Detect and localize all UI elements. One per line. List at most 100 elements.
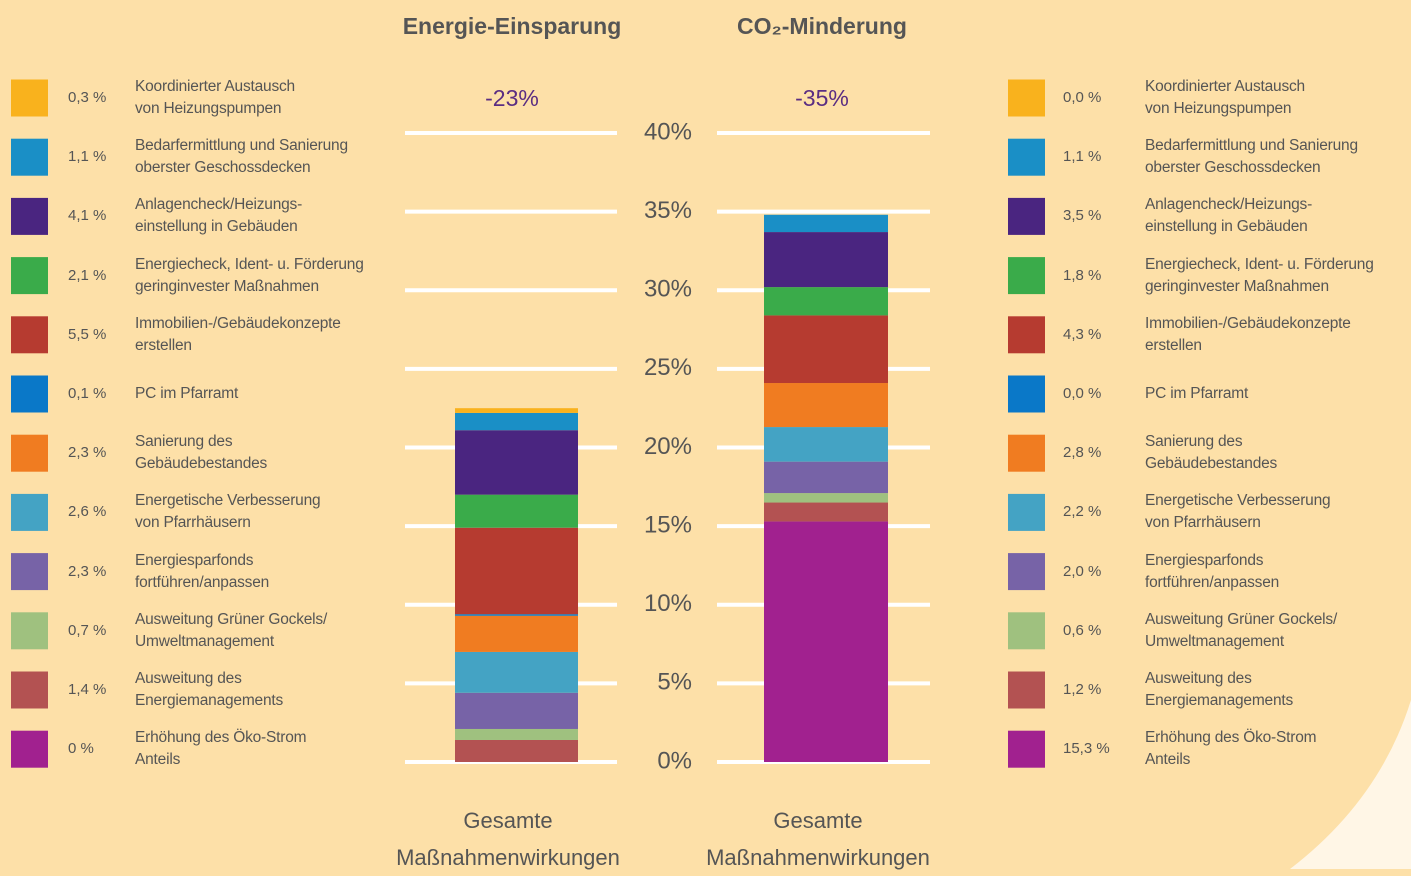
legend-label: Energetische Verbesserung von Pfarrhäuse… xyxy=(1145,492,1331,532)
bar-segment xyxy=(455,615,578,652)
legend-value: 2,3 % xyxy=(68,562,107,580)
legend-label: Ausweitung Grüner Gockels/ Umweltmanagem… xyxy=(1145,610,1338,650)
legend-value: 5,5 % xyxy=(68,325,107,343)
bar-segment xyxy=(764,502,888,522)
legend-value: 1,2 % xyxy=(1063,681,1102,698)
legend-swatch xyxy=(1008,197,1045,235)
y-tick-label: 15% xyxy=(644,511,692,538)
legend-value: 0,6 % xyxy=(1063,621,1102,639)
legend-value: 1,1 % xyxy=(1063,148,1102,166)
legend-label: Koordinierter Austausch von Heizungspump… xyxy=(135,78,295,117)
bar-segment xyxy=(764,427,888,462)
legend-swatch xyxy=(1008,730,1045,768)
y-tick-label: 35% xyxy=(644,197,692,224)
bar-segment xyxy=(455,728,578,740)
legend-swatch xyxy=(11,730,48,768)
legend-value: 0,0 % xyxy=(1063,89,1102,106)
legend-value: 4,1 % xyxy=(68,207,107,225)
legend-swatch xyxy=(1008,553,1045,591)
y-tick-label: 0% xyxy=(657,747,692,774)
legend-label: Anlagencheck/Heizungs- einstellung in Ge… xyxy=(1145,196,1313,236)
x-axis-label: Gesamte Maßnahmenwirkungen xyxy=(396,808,620,870)
legend-value: 2,0 % xyxy=(1063,562,1102,580)
legend-value: 1,1 % xyxy=(68,148,107,166)
legend-value: 15,3 % xyxy=(1063,740,1110,758)
legend-label: Ausweitung Grüner Gockels/ Umweltmanagem… xyxy=(135,610,328,650)
legend-swatch xyxy=(1008,671,1045,709)
legend-swatch xyxy=(11,612,48,650)
legend-label: Erhöhung des Öko-Strom Anteils xyxy=(1145,729,1317,769)
bar-segment xyxy=(455,430,578,495)
legend-label: Immobilien-/Gebäudekonzepte erstellen xyxy=(135,314,341,354)
legend-swatch xyxy=(1008,79,1045,117)
legend-swatch xyxy=(11,197,48,235)
legend-label: Energiesparfonds fortführen/anpassen xyxy=(135,551,270,591)
bar-segment xyxy=(455,494,578,528)
legend-label: Energetische Verbesserung von Pfarrhäuse… xyxy=(135,492,321,532)
legend-value: 1,4 % xyxy=(68,681,107,698)
legend-swatch xyxy=(11,434,48,472)
legend-value: 0,7 % xyxy=(68,621,107,639)
legend-value: 0,0 % xyxy=(1063,385,1102,402)
legend-value: 2,3 % xyxy=(68,444,107,462)
legend-swatch xyxy=(11,316,48,354)
legend-swatch xyxy=(11,257,48,295)
legend-label: Energiecheck, Ident- u. Förderung gering… xyxy=(1145,255,1374,295)
legend-label: PC im Pfarramt xyxy=(135,385,239,402)
bar-segment xyxy=(764,521,888,762)
legend-value: 1,8 % xyxy=(1063,266,1102,284)
bar-segment xyxy=(455,739,578,762)
bar-segment xyxy=(455,527,578,615)
annotation: -23% xyxy=(485,85,539,111)
legend-label: Ausweitung des Energiemanagements xyxy=(1145,670,1294,709)
y-tick-label: 20% xyxy=(644,433,692,460)
legend-label: Sanierung des Gebäudebestandes xyxy=(135,433,268,473)
corner-shape xyxy=(1290,700,1411,869)
legend-label: Anlagencheck/Heizungs- einstellung in Ge… xyxy=(135,196,303,236)
bar-segment xyxy=(764,315,888,384)
legend-value: 0,3 % xyxy=(68,89,107,106)
legend-label: Erhöhung des Öko-Strom Anteils xyxy=(135,729,307,769)
chart-title: CO₂-Minderung xyxy=(737,13,907,39)
legend-swatch xyxy=(1008,375,1045,413)
legend-label: Bedarfermittlung und Sanierung oberster … xyxy=(1145,137,1358,177)
legend-label: Sanierung des Gebäudebestandes xyxy=(1145,433,1278,473)
legend-value: 2,2 % xyxy=(1063,503,1102,521)
legend-value: 4,3 % xyxy=(1063,325,1102,343)
legend-swatch xyxy=(11,79,48,117)
legend-value: 0 % xyxy=(68,740,94,758)
legend-swatch xyxy=(11,671,48,709)
legend-swatch xyxy=(11,138,48,176)
legend-swatch xyxy=(1008,138,1045,176)
legend-label: Koordinierter Austausch von Heizungspump… xyxy=(1145,78,1305,117)
legend-swatch xyxy=(1008,316,1045,354)
bar-segment xyxy=(455,692,578,729)
bar-segment xyxy=(455,412,578,431)
x-axis-label: Gesamte Maßnahmenwirkungen xyxy=(706,808,930,870)
legend-swatch xyxy=(11,553,48,591)
y-tick-label: 10% xyxy=(644,590,692,617)
legend-swatch xyxy=(1008,257,1045,295)
bar-segment xyxy=(455,614,578,616)
bar-segment xyxy=(455,651,578,693)
bar-segment xyxy=(455,408,578,413)
legend-label: Immobilien-/Gebäudekonzepte erstellen xyxy=(1145,314,1351,354)
y-tick-label: 40% xyxy=(644,118,692,145)
legend-label: Energiecheck, Ident- u. Förderung gering… xyxy=(135,255,364,295)
chart-title: Energie-Einsparung xyxy=(403,13,622,39)
legend-label: Energiesparfonds fortführen/anpassen xyxy=(1145,551,1280,591)
legend-value: 2,6 % xyxy=(68,503,107,521)
legend-value: 2,8 % xyxy=(1063,444,1102,462)
bar-segment xyxy=(764,461,888,494)
bar-segment xyxy=(764,383,888,428)
legend-label: Bedarfermittlung und Sanierung oberster … xyxy=(135,137,348,177)
bar-segment xyxy=(764,493,888,503)
legend-value: 0,1 % xyxy=(68,385,107,402)
legend-swatch xyxy=(1008,434,1045,472)
legend-swatch xyxy=(1008,612,1045,650)
bar-segment xyxy=(764,214,888,233)
bar-segment xyxy=(764,232,888,288)
y-tick-label: 30% xyxy=(644,276,692,303)
